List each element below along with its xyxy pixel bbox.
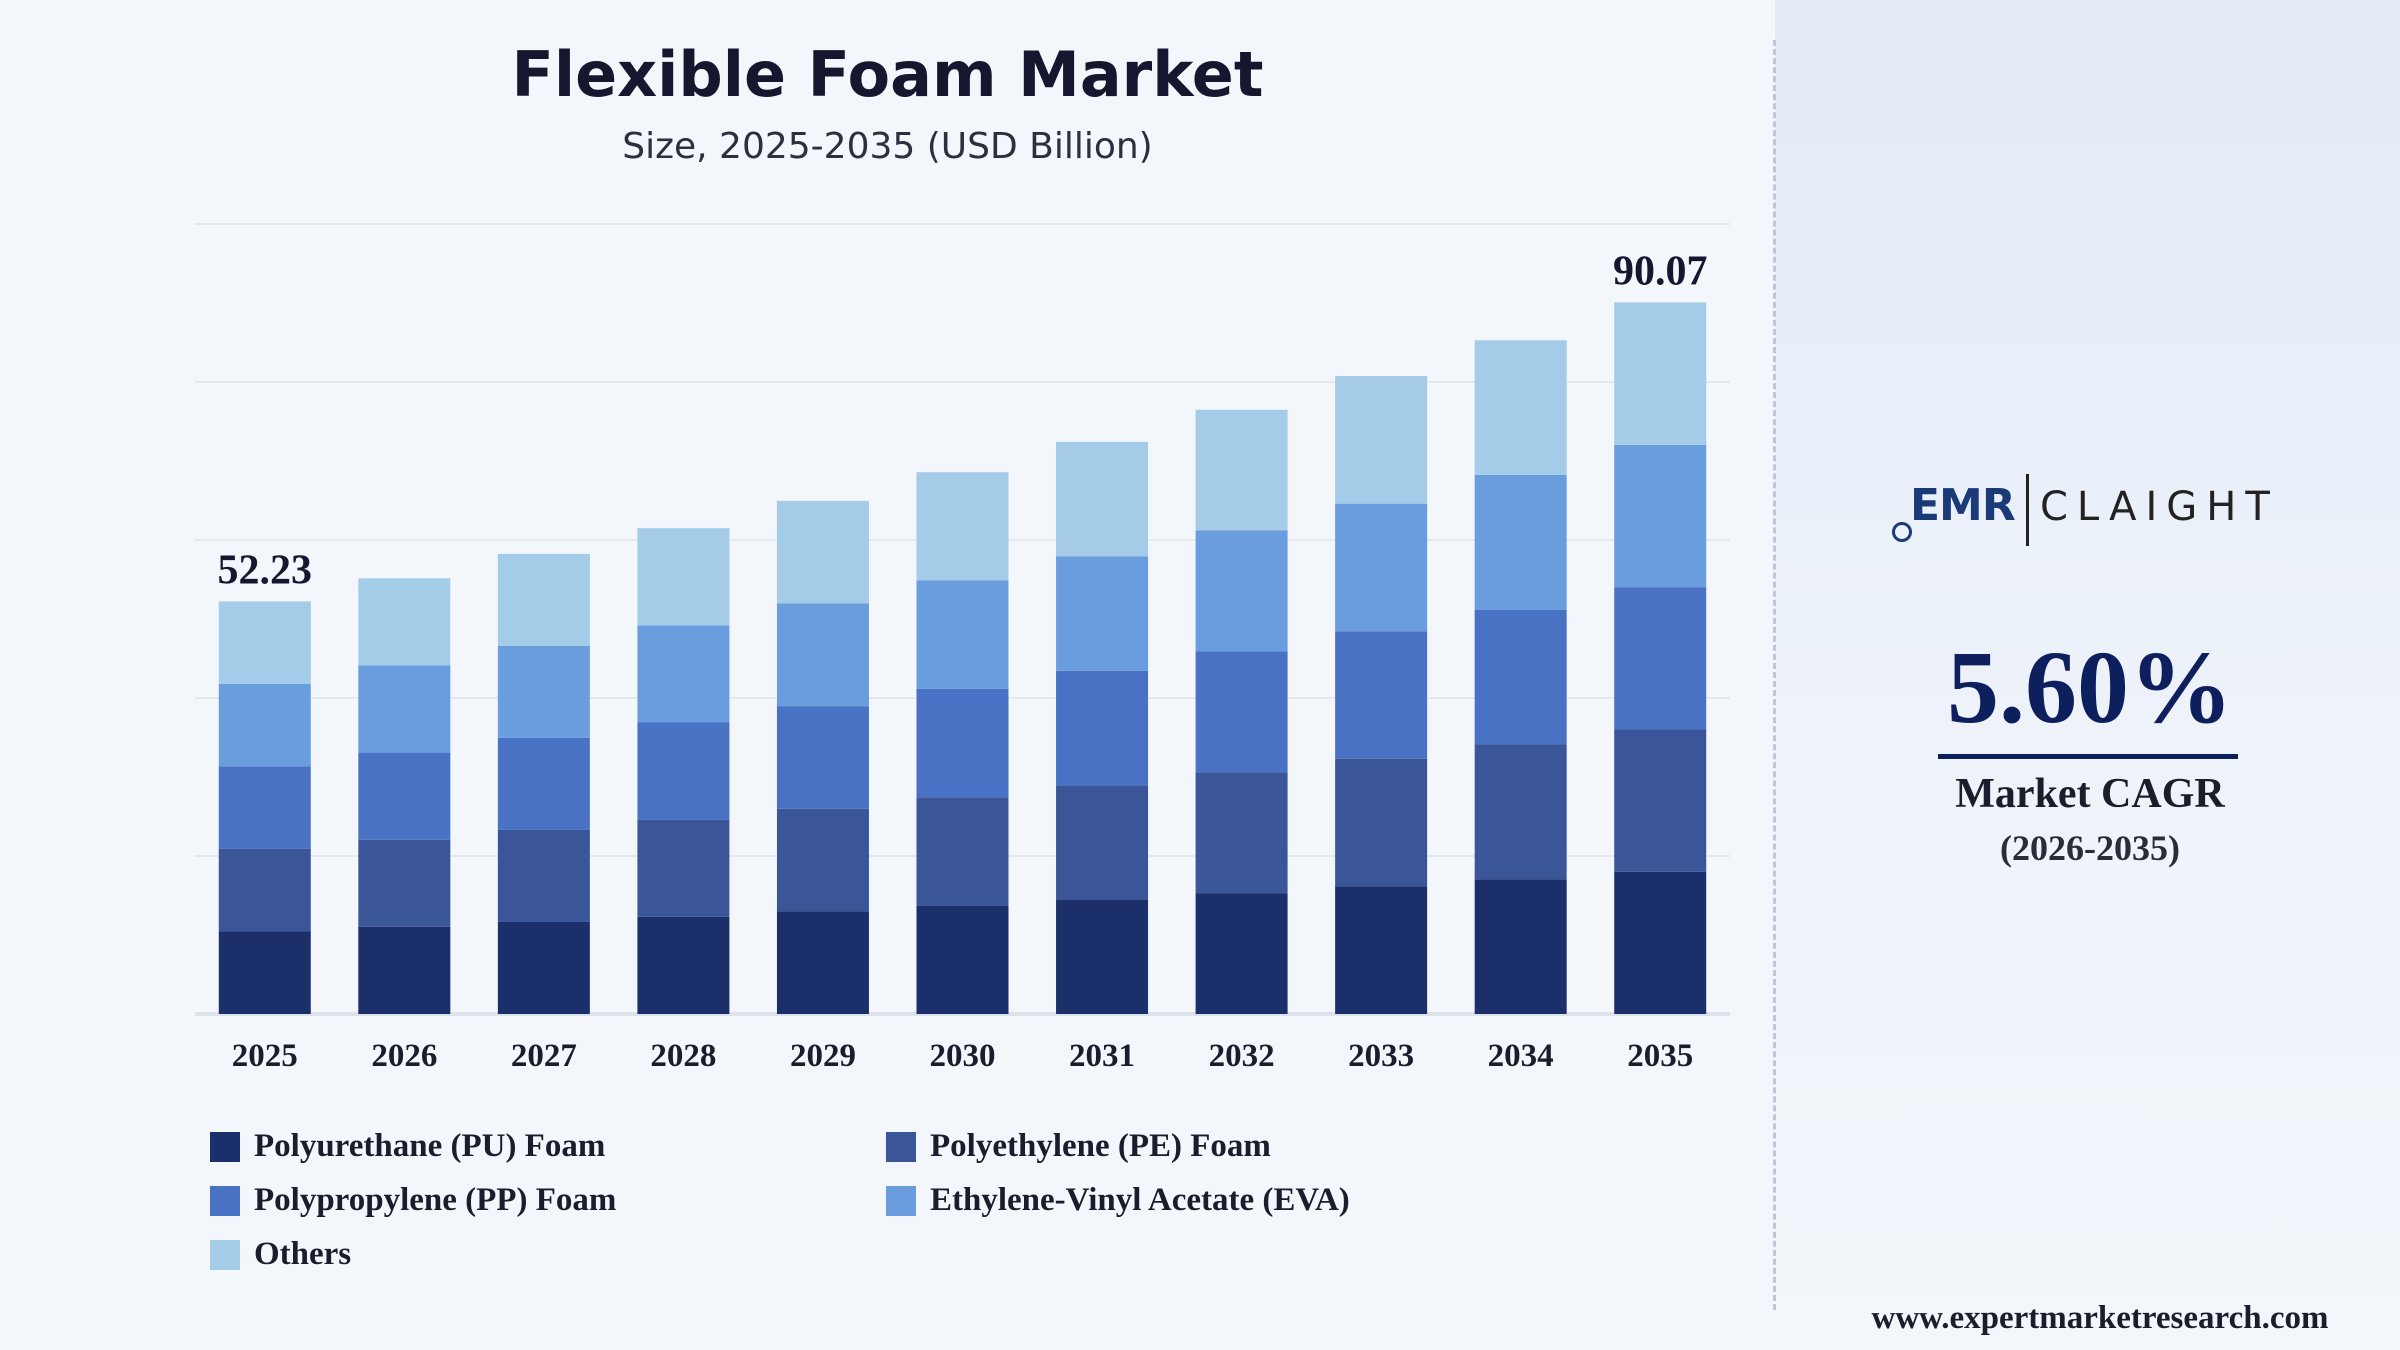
bar-segment [1614,729,1707,872]
bar-segment [637,722,730,820]
bar-segment [218,601,311,684]
x-tick-label: 2026 [371,1038,437,1074]
legend-swatch [886,1185,916,1216]
x-tick-label: 2031 [1069,1038,1135,1074]
bar-segment [1335,375,1428,504]
sidebar-panel [1775,0,2400,1350]
x-tick-label: 2034 [1488,1038,1554,1074]
legend-item-eva: Ethylene-Vinyl Acetate (EVA) [886,1182,1350,1219]
bar-segment [776,911,869,1014]
chart-subtitle: Size, 2025-2035 (USD Billion) [622,126,1153,167]
bar-segment [358,752,451,840]
legend-label: Polyurethane (PU) Foam [254,1128,606,1164]
bar-segment [218,848,311,932]
x-tick-label: 2029 [790,1038,856,1074]
bar-segment [497,645,590,738]
legend-item-pp-foam: Polypropylene (PP) Foam [210,1182,616,1219]
bar-segment [776,706,869,809]
bar-segment [497,553,590,646]
bar-segment [1195,893,1288,1014]
data-label-total: 52.23 [218,547,313,593]
bar-segment [637,625,730,723]
bar-segment [916,688,1009,798]
bar-segment [358,926,451,1014]
legend-label: Others [254,1236,352,1272]
data-label-total: 90.07 [1613,248,1708,294]
bar-segment [218,931,311,1014]
x-tick-label: 2030 [930,1038,996,1074]
chart-legend: Polyurethane (PU) Foam Polyethylene (PE)… [210,1128,1410,1298]
bar-segment [916,472,1009,581]
bar-segment [218,683,311,767]
legend-item-pu-foam: Polyurethane (PU) Foam [210,1128,605,1165]
bar-segment [358,839,451,927]
bar-segment [358,578,451,666]
bar-segment [358,665,451,753]
bar-segment [1056,670,1149,786]
x-tick-label: 2033 [1348,1038,1414,1074]
bar-segment [1056,441,1149,557]
chart-title: Flexible Foam Market [511,38,1264,111]
stacked-bar-chart: 2025 52.23 2026 2027 2028 2029 2030 2031 2032 203… [195,223,1730,1074]
cagr-period: (2026-2035) [2000,828,2180,868]
brand-logo: EMR CLAIGHT [1892,470,2292,550]
cagr-label: Market CAGR [1955,771,2225,817]
bar-segment [776,808,869,912]
legend-item-others: Others [210,1236,351,1273]
bar-segment [916,905,1009,1014]
legend-swatch [210,1185,240,1216]
bar-segment [1195,772,1288,894]
bar-segment [1335,886,1428,1014]
bar-segment [1195,651,1288,773]
bar-segment [1056,556,1149,671]
bar-segment [1335,758,1428,887]
bar-segment [1474,744,1567,880]
bar-segment [637,528,730,626]
bar-segment [1056,899,1149,1014]
bar-segment [916,580,1009,689]
bar-segment [1614,444,1707,588]
bar-segment [218,766,311,849]
legend-label: Polyethylene (PE) Foam [930,1128,1271,1164]
bar-segment [1614,871,1707,1014]
legend-item-pe-foam: Polyethylene (PE) Foam [886,1128,1271,1165]
x-tick-label: 2028 [650,1038,716,1074]
logo-emr-text: EMR [1910,480,2016,531]
panel-divider [1773,40,1776,1310]
website-url: www.expertmarketresearch.com [1871,1300,2329,1336]
bar-segment [637,819,730,917]
bar-segment [1474,474,1567,610]
x-tick-label: 2027 [511,1038,577,1074]
legend-label: Polypropylene (PP) Foam [254,1182,617,1218]
bar-segment [1195,530,1288,652]
bar-segment [1614,302,1707,445]
cagr-value: 5.60% [1947,630,2233,745]
legend-label: Ethylene-Vinyl Acetate (EVA) [930,1182,1350,1218]
bar-segment [637,916,730,1014]
bar-segment [776,500,869,604]
bar-segment [1474,340,1567,475]
x-tick-label: 2025 [232,1038,298,1074]
x-tick-label: 2035 [1627,1038,1693,1074]
logo-claight-text: CLAIGHT [2040,484,2279,530]
bar-segment [497,737,590,830]
bar-segment [1474,879,1567,1014]
bar-segment [497,829,590,922]
bar-segment [1335,503,1428,632]
bar-segment [1335,631,1428,759]
logo-dot-icon [1892,522,1912,542]
legend-swatch [886,1131,916,1162]
bar-segment [1056,785,1149,900]
bar-segment [1474,609,1567,745]
x-tick-label: 2032 [1209,1038,1275,1074]
logo-divider [2026,474,2029,546]
bar-segment [1614,587,1707,730]
bar-segment [776,603,869,707]
bar-segment [497,921,590,1014]
cagr-underline [1938,754,2238,759]
bar-segment [1195,409,1288,531]
legend-swatch [210,1239,240,1270]
bar-segment [916,797,1009,906]
legend-swatch [210,1131,240,1162]
